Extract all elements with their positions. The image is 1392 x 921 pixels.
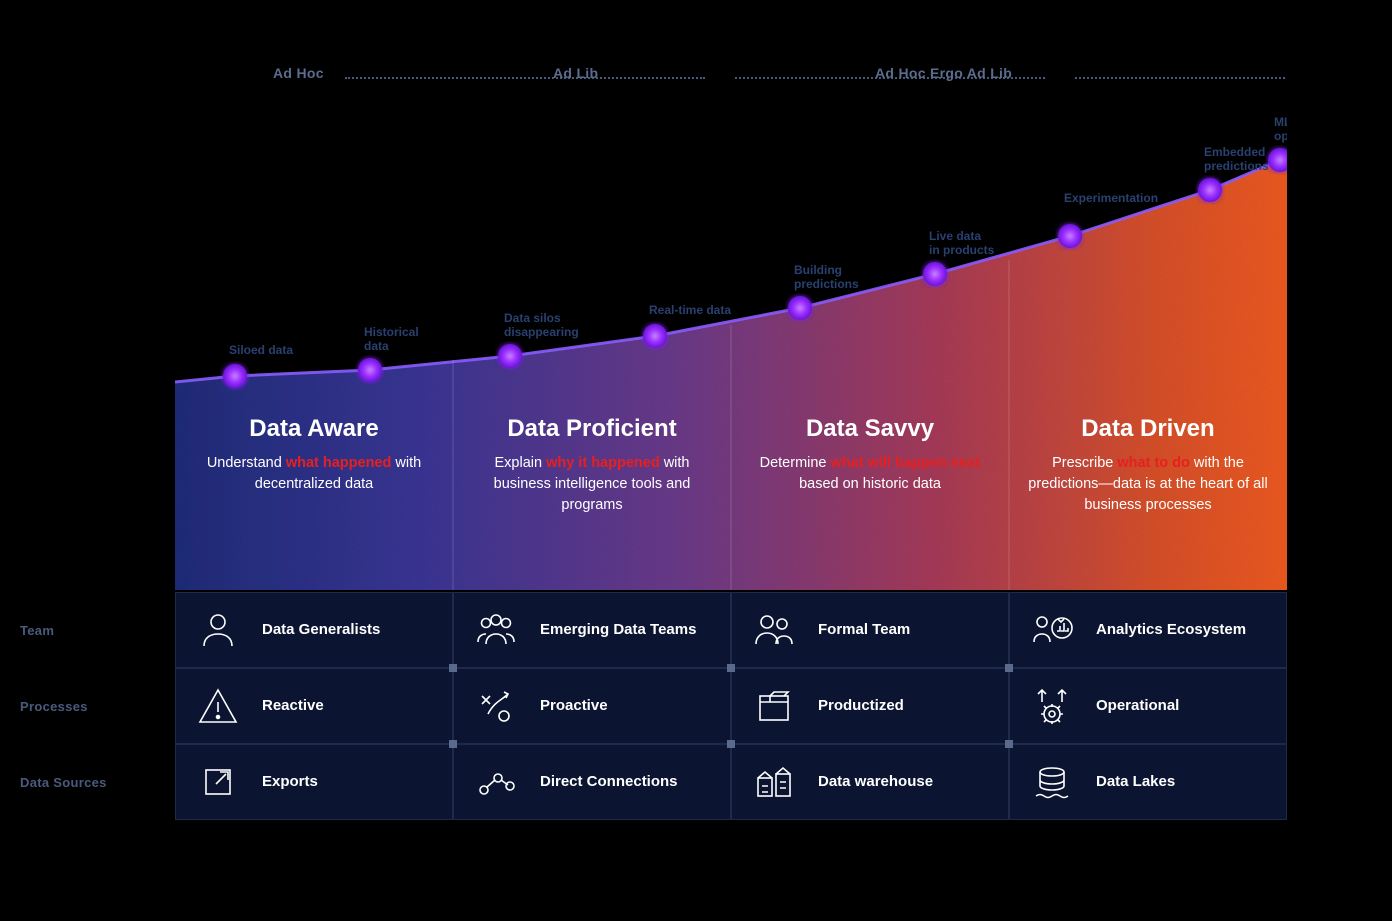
stage-col: Data Driven Prescribe what to do with th… [1009, 415, 1287, 516]
cell-label: Operational [1096, 696, 1179, 716]
warning-icon [196, 684, 240, 728]
stage-col: Data Savvy Determine what will happen ne… [731, 415, 1009, 495]
top-category: Ad Hoc Ergo Ad Lib [875, 65, 1012, 81]
grid-cell: Reactive [175, 668, 453, 744]
stage-desc: Prescribe what to do with the prediction… [1027, 453, 1269, 516]
cell-label: Data Generalists [262, 620, 380, 640]
cell-label: Reactive [262, 696, 324, 716]
ecosystem-icon [1030, 608, 1074, 652]
lake-icon [1030, 760, 1074, 804]
stage-desc: Explain why it happened with business in… [471, 453, 713, 516]
grid-notch [727, 664, 735, 672]
capability-grid: Data Generalists Emerging Data Teams For… [175, 592, 1287, 820]
dimension-labels: Team Processes Data Sources [20, 592, 170, 820]
team-icon [752, 608, 796, 652]
cell-label: Formal Team [818, 620, 910, 640]
top-category: Ad Lib [553, 65, 598, 81]
stage-title: Data Driven [1027, 415, 1269, 443]
grid-cell: Data Lakes [1009, 744, 1287, 820]
cell-label: Data Lakes [1096, 772, 1175, 792]
curve-marker [788, 296, 812, 320]
grid-row-processes: Reactive Proactive Productized Operation… [175, 668, 1287, 744]
stage-title: Data Proficient [471, 415, 713, 443]
grid-cell: Proactive [453, 668, 731, 744]
dimension-label: Team [20, 592, 170, 668]
grid-cell: Data Generalists [175, 592, 453, 668]
grid-cell: Formal Team [731, 592, 1009, 668]
curve-point-label: Embeddedpredictions [1204, 145, 1269, 173]
curve-marker [358, 358, 382, 382]
grid-cell: Exports [175, 744, 453, 820]
curve-point-label: Data silosdisappearing [504, 311, 579, 339]
cell-label: Proactive [540, 696, 608, 716]
cell-label: Productized [818, 696, 904, 716]
stage-title: Data Aware [193, 415, 435, 443]
curve-point-label: Real-time data [649, 303, 731, 317]
cell-label: Exports [262, 772, 318, 792]
grid-cell: Direct Connections [453, 744, 731, 820]
curve-point-label: Experimentation [1064, 191, 1158, 205]
curve-point-label: Historicaldata [364, 325, 419, 353]
dimension-label: Data Sources [20, 744, 170, 820]
stage-col: Data Proficient Explain why it happened … [453, 415, 731, 516]
top-category: Ad Hoc [273, 65, 324, 81]
curve-marker [923, 262, 947, 286]
grid-notch [727, 740, 735, 748]
strategy-icon [474, 684, 518, 728]
curve-marker [1058, 224, 1082, 248]
cell-label: Data warehouse [818, 772, 933, 792]
gears-up-icon [1030, 684, 1074, 728]
curve-point-label: Live datain products [929, 229, 995, 257]
grid-cell: Data warehouse [731, 744, 1009, 820]
grid-row-sources: Exports Direct Connections Data warehous… [175, 744, 1287, 820]
cell-label: Analytics Ecosystem [1096, 620, 1246, 640]
curve-marker [498, 344, 522, 368]
curve-point-label: ML drivesoperations [1274, 115, 1287, 143]
grid-cell: Operational [1009, 668, 1287, 744]
grid-notch [1005, 664, 1013, 672]
curve-point-label: Buildingpredictions [794, 263, 859, 291]
warehouse-icon [752, 760, 796, 804]
grid-notch [449, 740, 457, 748]
grid-row-team: Data Generalists Emerging Data Teams For… [175, 592, 1287, 668]
grid-cell: Emerging Data Teams [453, 592, 731, 668]
stage-desc: Determine what will happen next based on… [749, 453, 991, 495]
stage-col: Data Aware Understand what happened with… [175, 415, 453, 495]
curve-point-label: Siloed data [229, 343, 293, 357]
box-icon [752, 684, 796, 728]
grid-cell: Productized [731, 668, 1009, 744]
grid-notch [449, 664, 457, 672]
grid-cell: Analytics Ecosystem [1009, 592, 1287, 668]
grid-notch [1005, 740, 1013, 748]
curve-marker [223, 364, 247, 388]
group-icon [474, 608, 518, 652]
top-arrow [1075, 77, 1285, 79]
cell-label: Direct Connections [540, 772, 678, 792]
export-icon [196, 760, 240, 804]
stage-title: Data Savvy [749, 415, 991, 443]
top-arrow [345, 77, 705, 79]
curve-marker [1198, 178, 1222, 202]
stage-desc: Understand what happened with decentrali… [193, 453, 435, 495]
dimension-label: Processes [20, 668, 170, 744]
connection-icon [474, 760, 518, 804]
person-icon [196, 608, 240, 652]
cell-label: Emerging Data Teams [540, 620, 696, 640]
curve-marker [643, 324, 667, 348]
